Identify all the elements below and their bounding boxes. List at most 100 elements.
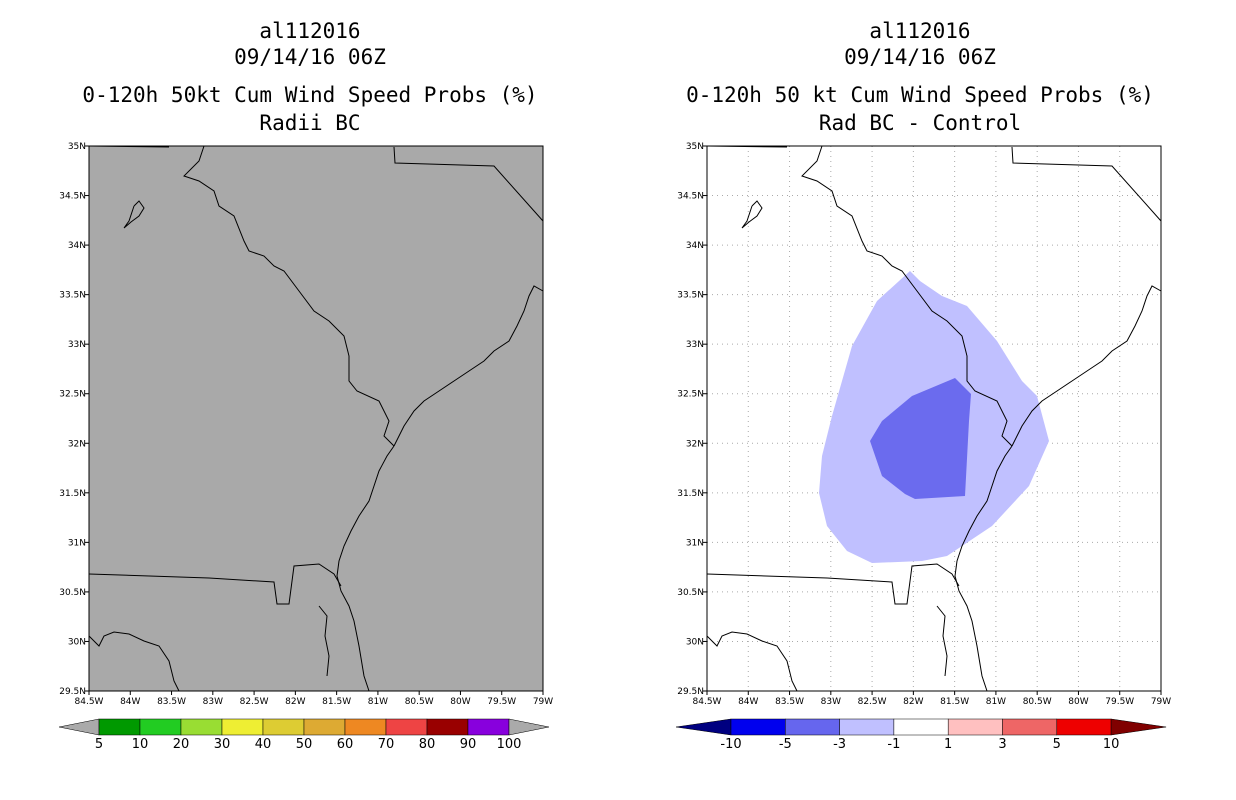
right-map-grid bbox=[707, 146, 1161, 691]
x-tick-label: 79W bbox=[533, 697, 553, 707]
colorbar-label: 10 bbox=[132, 737, 149, 752]
x-tick-label: 82W bbox=[903, 697, 923, 707]
y-tick-label: 34N bbox=[68, 241, 86, 251]
colorbar-swatch bbox=[98, 718, 141, 736]
x-tick-label: 80.5W bbox=[1023, 697, 1052, 707]
x-tick-label: 81W bbox=[986, 697, 1006, 707]
x-tick-label: 83.5W bbox=[157, 697, 186, 707]
colorbar-label: 20 bbox=[173, 737, 190, 752]
right-map bbox=[706, 145, 1162, 692]
y-tick-label: 30.5N bbox=[677, 588, 704, 598]
y-tick-label: 29.5N bbox=[59, 687, 86, 697]
left-datetime: 09/14/16 06Z bbox=[234, 45, 386, 69]
y-tick-label: 30N bbox=[68, 637, 86, 647]
y-tick-label: 34N bbox=[686, 241, 704, 251]
colorbar-swatch bbox=[947, 718, 1003, 736]
colorbar-end-high bbox=[1110, 718, 1167, 736]
colorbar-label: 3 bbox=[998, 737, 1006, 752]
y-tick-label: 33N bbox=[68, 340, 86, 350]
right-colorbar: -10 -5 -3 -1 1 3 5 10 bbox=[675, 718, 1167, 752]
colorbar-swatch bbox=[139, 718, 182, 736]
x-tick-label: 84W bbox=[738, 697, 758, 707]
x-tick-label: 84.5W bbox=[75, 697, 104, 707]
x-tick-label: 80.5W bbox=[405, 697, 434, 707]
left-title: 0-120h 50kt Cum Wind Speed Probs (%) bbox=[82, 83, 538, 107]
colorbar-label: -3 bbox=[833, 737, 846, 752]
colorbar-swatch bbox=[426, 718, 469, 736]
colorbar-swatch bbox=[467, 718, 510, 736]
colorbar-end-low bbox=[58, 718, 100, 736]
colorbar-swatch bbox=[385, 718, 428, 736]
y-tick-label: 32.5N bbox=[677, 390, 704, 400]
y-tick-label: 32N bbox=[686, 439, 704, 449]
x-tick-label: 80W bbox=[450, 697, 470, 707]
y-tick-label: 31N bbox=[686, 538, 704, 548]
probability-diff-inner-region bbox=[870, 378, 971, 499]
right-storm-id: al112016 bbox=[869, 19, 971, 43]
x-tick-label: 83.5W bbox=[775, 697, 804, 707]
colorbar-label: 5 bbox=[1053, 737, 1061, 752]
colorbar-swatch bbox=[262, 718, 305, 736]
y-tick-label: 34.5N bbox=[59, 192, 86, 202]
right-subtitle: Rad BC - Control bbox=[818, 111, 1022, 135]
right-panel-title: al112016 09/14/16 06Z 0-120h 50 kt Cum W… bbox=[640, 18, 1200, 136]
y-tick-label: 32N bbox=[68, 439, 86, 449]
x-tick-label: 79W bbox=[1151, 697, 1171, 707]
x-tick-label: 79.5W bbox=[487, 697, 516, 707]
colorbar-swatch bbox=[303, 718, 346, 736]
colorbar-label: 90 bbox=[460, 737, 477, 752]
colorbar-label: 100 bbox=[497, 737, 522, 752]
colorbar-swatch bbox=[221, 718, 264, 736]
x-tick-label: 83W bbox=[203, 697, 223, 707]
colorbar-label: 60 bbox=[337, 737, 354, 752]
left-subtitle: Radii BC bbox=[259, 111, 361, 135]
y-tick-label: 30N bbox=[686, 637, 704, 647]
x-tick-label: 82.5W bbox=[240, 697, 269, 707]
colorbar-swatch bbox=[1056, 718, 1112, 736]
colorbar-swatch bbox=[893, 718, 949, 736]
colorbar-swatch bbox=[730, 718, 786, 736]
x-tick-label: 79.5W bbox=[1105, 697, 1134, 707]
right-title: 0-120h 50 kt Cum Wind Speed Probs (%) bbox=[686, 83, 1154, 107]
colorbar-end-high bbox=[508, 718, 550, 736]
x-tick-label: 82W bbox=[285, 697, 305, 707]
y-tick-label: 32.5N bbox=[59, 390, 86, 400]
x-tick-label: 81.5W bbox=[940, 697, 969, 707]
x-tick-label: 83W bbox=[821, 697, 841, 707]
left-panel-title: al112016 09/14/16 06Z 0-120h 50kt Cum Wi… bbox=[60, 18, 560, 136]
colorbar-end-low bbox=[675, 718, 732, 736]
x-tick-label: 82.5W bbox=[858, 697, 887, 707]
right-datetime: 09/14/16 06Z bbox=[844, 45, 996, 69]
x-tick-label: 80W bbox=[1068, 697, 1088, 707]
x-tick-label: 81W bbox=[368, 697, 388, 707]
colorbar-swatch bbox=[785, 718, 840, 736]
x-tick-label: 84.5W bbox=[693, 697, 722, 707]
colorbar-label: 1 bbox=[944, 737, 952, 752]
left-map bbox=[88, 145, 544, 692]
colorbar-swatch bbox=[839, 718, 895, 736]
y-tick-label: 33N bbox=[686, 340, 704, 350]
left-colorbar: 5 10 20 30 40 50 60 70 80 90 100 bbox=[58, 718, 550, 752]
left-map-background bbox=[88, 145, 544, 692]
colorbar-swatch bbox=[344, 718, 387, 736]
left-storm-id: al112016 bbox=[259, 19, 361, 43]
y-tick-label: 35N bbox=[68, 142, 86, 152]
colorbar-swatch bbox=[1002, 718, 1058, 736]
colorbar-label: -5 bbox=[779, 737, 792, 752]
colorbar-label: 70 bbox=[378, 737, 395, 752]
colorbar-swatch bbox=[180, 718, 223, 736]
colorbar-label: 50 bbox=[296, 737, 313, 752]
y-tick-label: 31.5N bbox=[59, 489, 86, 499]
y-tick-label: 31.5N bbox=[677, 489, 704, 499]
x-tick-label: 81.5W bbox=[322, 697, 351, 707]
y-tick-label: 29.5N bbox=[677, 687, 704, 697]
y-tick-label: 35N bbox=[686, 142, 704, 152]
x-tick-label: 84W bbox=[120, 697, 140, 707]
y-tick-label: 33.5N bbox=[59, 291, 86, 301]
y-tick-label: 30.5N bbox=[59, 588, 86, 598]
colorbar-label: 10 bbox=[1103, 737, 1120, 752]
y-tick-label: 33.5N bbox=[677, 291, 704, 301]
colorbar-label: 5 bbox=[95, 737, 103, 752]
colorbar-label: 80 bbox=[419, 737, 436, 752]
